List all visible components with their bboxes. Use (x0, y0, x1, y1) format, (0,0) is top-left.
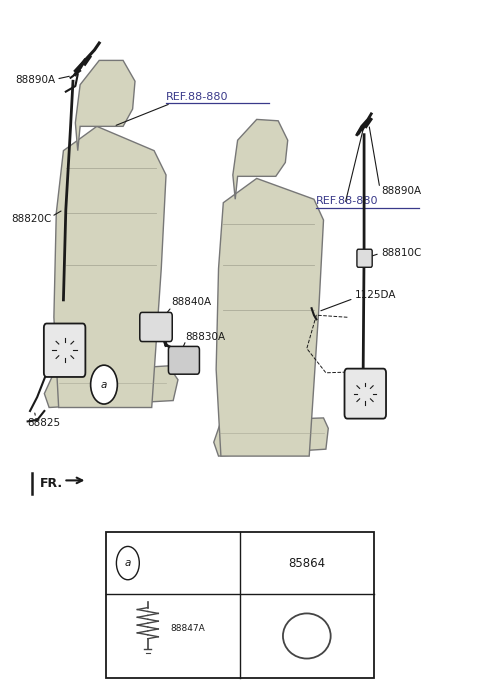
FancyBboxPatch shape (107, 533, 373, 678)
Text: REF.88-880: REF.88-880 (166, 92, 228, 102)
Circle shape (116, 546, 139, 580)
Text: 85864: 85864 (288, 557, 325, 569)
Polygon shape (214, 418, 328, 456)
Text: 88840A: 88840A (171, 297, 211, 307)
Polygon shape (54, 126, 166, 408)
Polygon shape (233, 119, 288, 199)
Text: 88825: 88825 (28, 418, 61, 428)
Text: FR.: FR. (39, 477, 63, 491)
FancyBboxPatch shape (345, 369, 386, 419)
Text: a: a (125, 558, 131, 568)
Circle shape (91, 365, 117, 404)
FancyBboxPatch shape (357, 250, 372, 267)
FancyBboxPatch shape (168, 346, 199, 374)
Polygon shape (216, 178, 324, 456)
Text: 88830A: 88830A (185, 332, 225, 342)
FancyBboxPatch shape (140, 312, 172, 342)
Polygon shape (44, 366, 178, 408)
Text: 88890A: 88890A (381, 186, 421, 196)
Text: REF.88-880: REF.88-880 (316, 196, 379, 206)
Polygon shape (75, 61, 135, 151)
Text: 88890A: 88890A (16, 75, 56, 85)
Text: 88847A: 88847A (171, 624, 205, 633)
Text: 88820C: 88820C (11, 214, 51, 224)
Text: a: a (101, 380, 107, 390)
FancyBboxPatch shape (44, 323, 85, 377)
Text: 1125DA: 1125DA (355, 290, 396, 300)
Text: 88810C: 88810C (381, 248, 421, 259)
Ellipse shape (283, 613, 331, 659)
